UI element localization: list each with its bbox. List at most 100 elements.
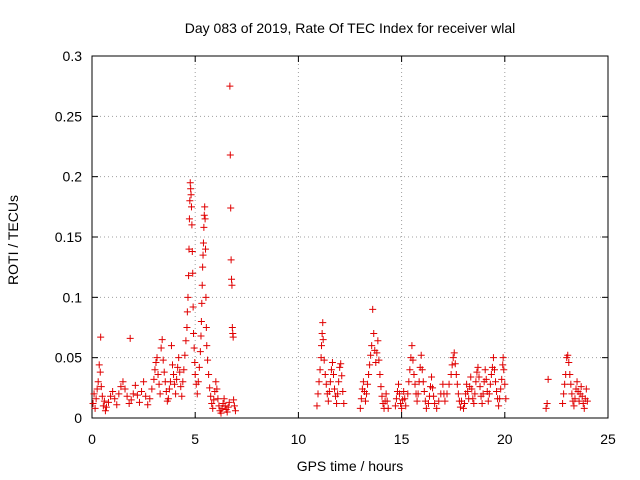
data-point [199,251,207,259]
data-point [178,392,186,400]
data-point [478,400,486,408]
data-point [492,378,500,386]
x-tick-label: 5 [191,431,199,447]
data-point [185,215,193,223]
data-point [217,409,225,417]
data-point [496,395,504,403]
data-point [409,356,417,364]
data-point [109,387,117,395]
data-point [210,396,218,404]
data-point [567,380,575,388]
data-point [227,204,235,212]
data-point [142,392,150,400]
data-point [126,334,134,342]
data-point [464,387,472,395]
data-point [473,368,481,376]
data-point [451,360,459,368]
data-point [184,293,192,301]
data-point [454,390,462,398]
data-point [129,390,137,398]
data-point [583,397,591,405]
data-point [196,348,204,356]
data-point [337,360,345,368]
data-point [476,383,484,391]
data-point [428,373,436,381]
data-point [186,179,194,187]
data-point [202,324,210,331]
data-point [400,387,408,395]
data-point [191,371,199,379]
data-point [203,342,211,350]
data-point [209,404,217,412]
data-point [89,400,97,408]
y-tick-label: 0.15 [55,229,82,245]
data-point [367,351,375,359]
data-point [328,358,336,366]
data-point [226,82,234,90]
data-point [410,371,418,379]
grid [92,56,608,418]
data-point [200,211,208,219]
data-point [92,395,100,403]
data-point [391,402,399,410]
data-point [338,372,346,380]
data-point [185,272,193,280]
data-point [175,354,183,362]
data-point [166,378,174,386]
data-point [113,401,121,409]
data-point [90,390,98,398]
data-point [375,356,383,364]
data-point [397,400,405,408]
data-point [499,361,507,369]
data-point [152,358,160,366]
y-tick-label: 0.3 [63,48,83,64]
y-tick-label: 0.25 [55,108,82,124]
data-point [98,392,106,400]
data-point [188,247,196,255]
data-point [319,336,327,344]
data-point [200,223,208,231]
data-point [230,402,238,410]
data-point [94,378,102,386]
data-point [376,371,384,379]
data-point [579,400,587,408]
data-point [474,363,482,371]
y-tick-label: 0 [74,410,82,426]
data-point [325,387,333,395]
data-point [180,366,188,374]
x-tick-label: 25 [600,431,616,447]
data-point [111,395,119,403]
data-point [340,400,348,408]
data-point [420,387,428,395]
data-point [366,361,374,369]
data-point [100,397,108,405]
data-point [115,390,123,398]
data-point [439,380,447,388]
data-point [187,203,195,211]
data-point [326,378,334,386]
data-point [199,239,207,247]
data-point [157,344,165,352]
data-point [489,354,497,362]
data-point [334,390,342,398]
x-tick-label: 15 [394,431,410,447]
data-point [406,366,414,374]
data-point [187,191,195,199]
data-point [93,385,101,393]
data-point [179,378,187,386]
data-point [430,392,438,400]
data-point [228,281,236,289]
data-point [500,366,508,374]
data-point [448,361,456,369]
data-point [202,245,210,253]
data-point [198,299,206,307]
data-point [419,378,427,386]
data-point [95,361,103,369]
data-point [335,378,343,386]
data-point [450,349,458,357]
data-point [460,404,468,412]
data-point [424,400,432,408]
data-point [107,392,115,400]
data-point [167,342,175,350]
